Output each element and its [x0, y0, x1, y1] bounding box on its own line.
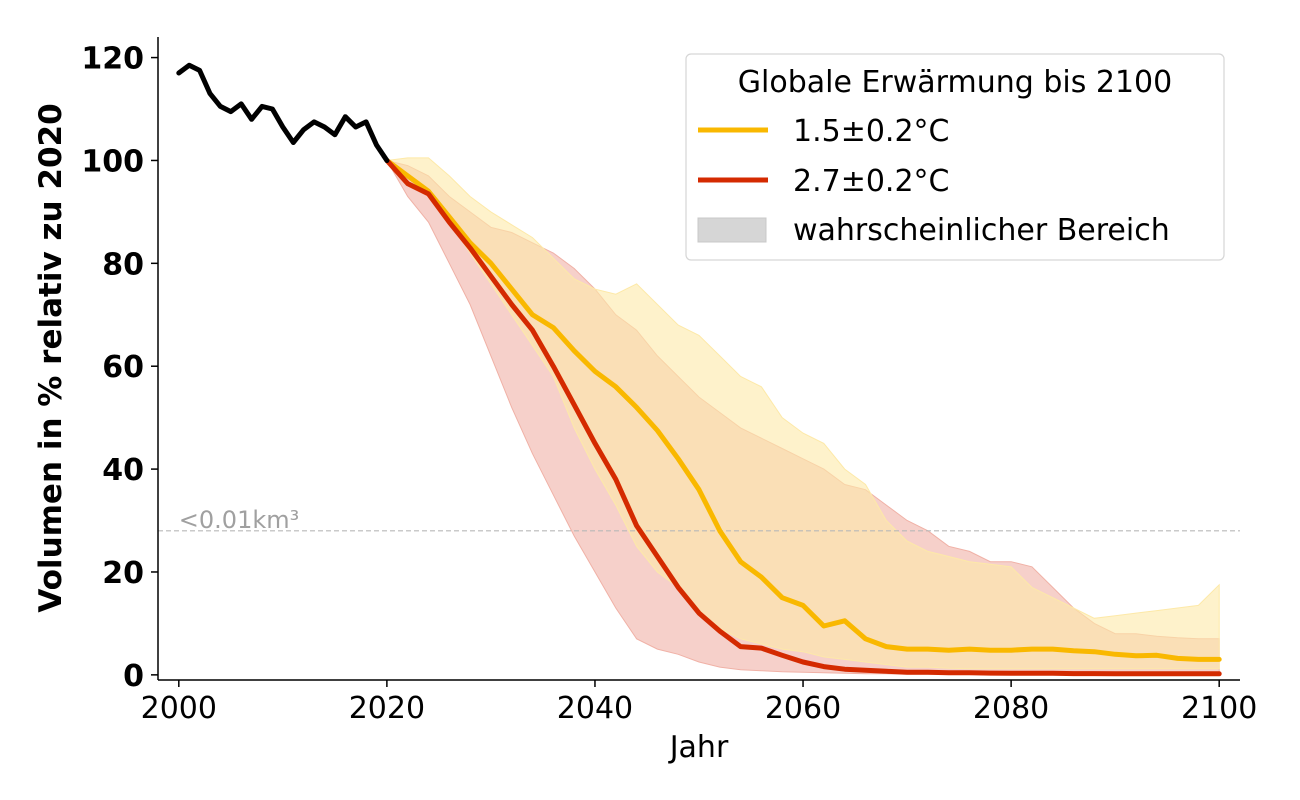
- x-tick-label-2060: 2060: [765, 691, 841, 726]
- y-tick-label-80: 80: [102, 247, 144, 282]
- x-tick-label-2020: 2020: [349, 691, 425, 726]
- y-tick-label-60: 60: [102, 350, 144, 385]
- series-lines: [176, 62, 1222, 677]
- x-tick-label-2100: 2100: [1181, 691, 1257, 726]
- legend-swatch-range: [697, 217, 767, 243]
- legend-label-range: wahrscheinlicher Bereich: [793, 213, 1170, 248]
- threshold-group: <0.01km³: [158, 506, 1240, 534]
- y-tick-label-40: 40: [102, 453, 144, 488]
- legend-title: Globale Erwärmung bis 2100: [738, 65, 1172, 100]
- y-tick-label-0: 0: [123, 659, 144, 694]
- range-bands: [385, 157, 1220, 675]
- legend-label-1-5: 1.5±0.2°C: [793, 114, 950, 149]
- x-axis-title: Jahr: [668, 730, 729, 765]
- x-tick-label-2000: 2000: [141, 691, 217, 726]
- range-band-1.5±0.2°C: [385, 157, 1220, 670]
- threshold-label: <0.01km³: [179, 506, 299, 534]
- legend-label-2-7: 2.7±0.2°C: [793, 164, 950, 199]
- y-tick-label-100: 100: [81, 144, 144, 179]
- legend-frame: [685, 53, 1225, 261]
- y-axis-title: Volumen in % relativ zu 2020: [33, 103, 69, 612]
- y-tick-label-20: 20: [102, 556, 144, 591]
- y-tick-label-120: 120: [81, 42, 144, 77]
- legend: Globale Erwärmung bis 2100 1.5±0.2°C 2.7…: [685, 53, 1225, 261]
- y-ticks: 0 20 40 60 80 100 120: [81, 42, 158, 694]
- observed-line: [176, 62, 390, 163]
- x-tick-label-2040: 2040: [557, 691, 633, 726]
- x-ticks: 2000 2020 2040 2060 2080 2100: [141, 680, 1257, 726]
- axes: [157, 37, 1240, 681]
- series-line-1.5±0.2°C: [384, 158, 1222, 662]
- x-tick-label-2080: 2080: [973, 691, 1049, 726]
- series-line-2.7±0.2°C: [384, 158, 1222, 677]
